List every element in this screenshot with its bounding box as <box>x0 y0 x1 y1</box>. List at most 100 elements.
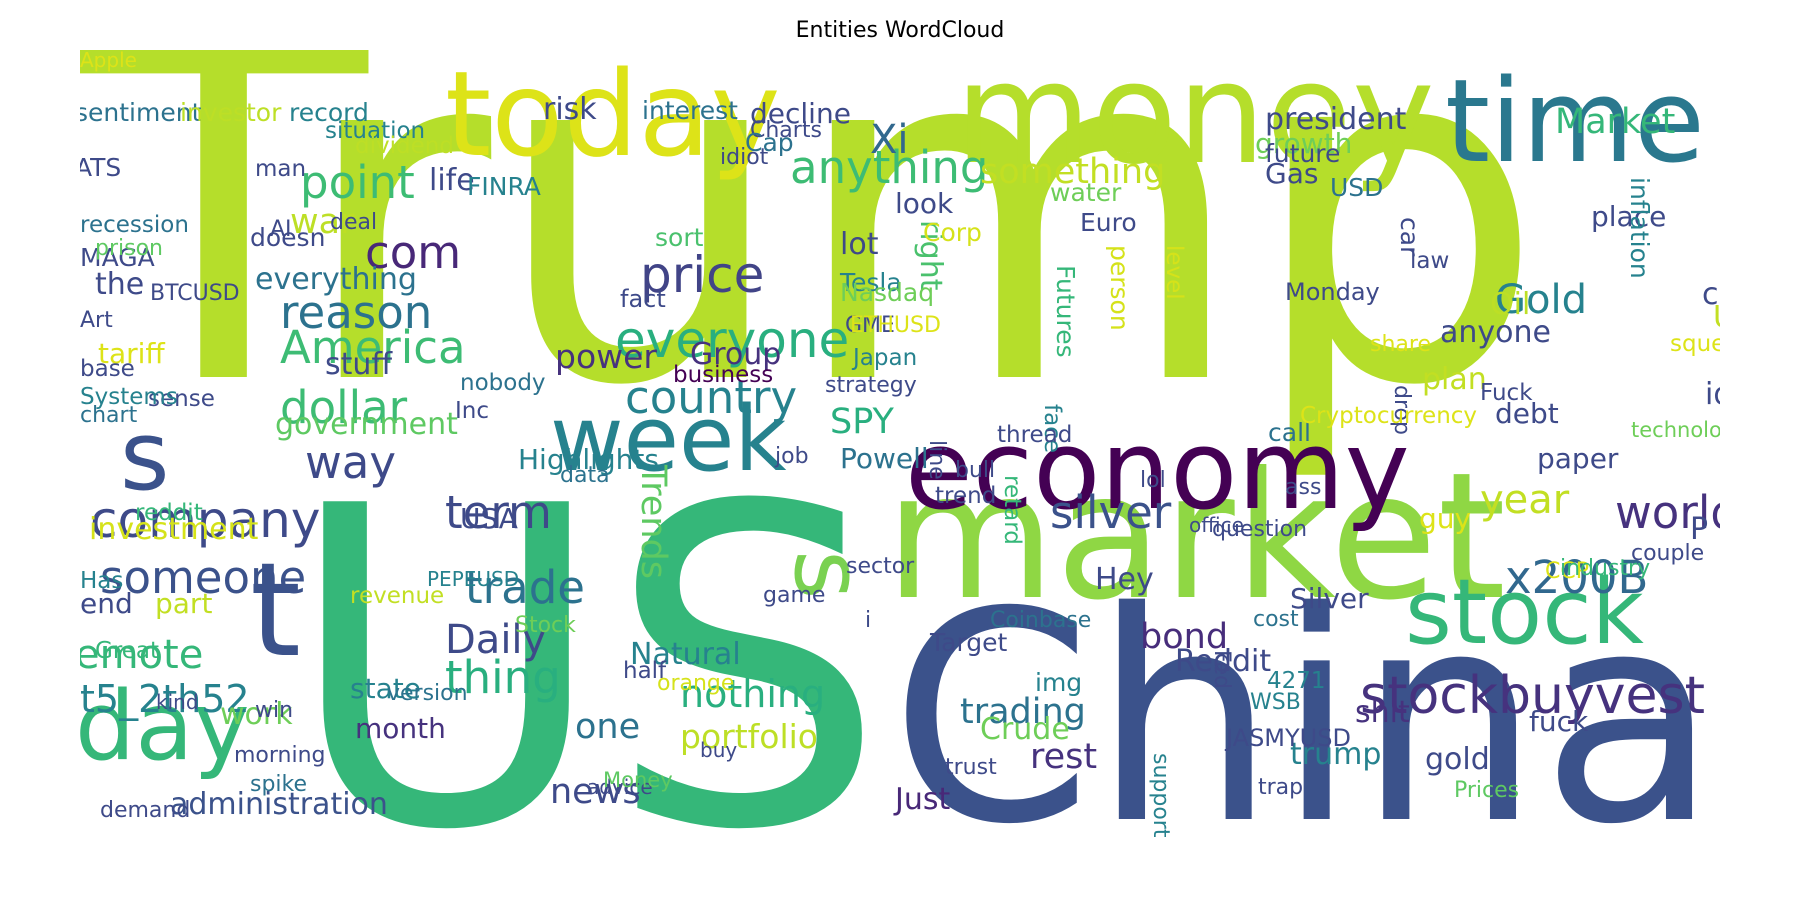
word-194: trust <box>945 755 997 780</box>
word-101: doesn <box>250 223 326 252</box>
word-95: Highlights <box>518 443 659 476</box>
word-113: idiot <box>720 145 769 170</box>
word-160: bull <box>955 458 996 483</box>
word-196: trap <box>1258 775 1304 800</box>
word-182: orange <box>657 671 735 696</box>
word-170: game <box>763 583 826 608</box>
word-45: life <box>429 163 475 198</box>
word-26: trade <box>465 561 585 614</box>
word-55: risk <box>543 92 597 127</box>
word-162: lol <box>1140 468 1166 493</box>
word-8: stock <box>1405 560 1644 665</box>
word-138: sense <box>148 386 215 412</box>
word-131: person <box>1105 245 1134 331</box>
word-96: Powell <box>840 442 929 475</box>
word-67: stuff <box>325 347 393 382</box>
word-158: line <box>924 440 949 480</box>
word-167: PEPEUSD <box>427 567 520 591</box>
word-192: advice <box>587 775 653 799</box>
word-112: Cap <box>745 128 794 157</box>
word-63: anyone <box>1440 315 1551 350</box>
word-32: emote <box>80 632 204 678</box>
word-111: Charts <box>750 118 822 143</box>
word-93: government <box>275 407 458 442</box>
word-52: SPY <box>830 402 894 442</box>
word-164: office <box>1189 513 1244 537</box>
word-105: interest <box>642 96 738 125</box>
word-89: guy <box>1419 502 1472 535</box>
word-100: call <box>1268 418 1311 447</box>
word-118: prison <box>95 236 163 261</box>
word-193: Money <box>603 768 673 792</box>
word-11: t <box>250 534 301 686</box>
word-176: i <box>865 608 872 633</box>
word-41: Gold <box>1495 277 1587 323</box>
word-135: Art <box>80 308 113 333</box>
word-157: ass <box>1285 475 1322 500</box>
word-66: everything <box>255 262 417 297</box>
word-137: nobody <box>460 370 546 396</box>
word-104: FINRA <box>467 172 541 201</box>
word-25: reason <box>280 286 433 339</box>
word-156: Cryptocurrency <box>1300 403 1478 429</box>
word-98: USD <box>1330 173 1384 202</box>
word-188: buy <box>700 738 738 762</box>
word-17: price <box>640 246 765 304</box>
word-187: win <box>255 698 294 723</box>
word-171: industry <box>1560 556 1651 581</box>
word-20: x200B <box>1505 551 1649 604</box>
word-64: lot <box>840 227 879 262</box>
word-40: year <box>1480 477 1570 523</box>
word-0: Trump <box>80 50 1546 488</box>
word-106: sentiment <box>80 98 202 127</box>
word-169: sector <box>846 554 915 579</box>
word-184: Fed <box>1209 650 1234 689</box>
word-cloud: Trump US China market money today time economy s… <box>80 50 1720 870</box>
word-123: Euro <box>1080 208 1137 237</box>
word-48: portfolio <box>680 717 818 756</box>
word-57: cash <box>1702 277 1720 312</box>
word-115: water <box>1050 178 1122 207</box>
word-117: recession <box>80 212 189 238</box>
word-7: economy <box>905 406 1410 534</box>
word-174: Stock <box>515 613 576 638</box>
word-127: fact <box>620 285 666 313</box>
word-30: term <box>445 486 552 539</box>
word-142: GME <box>845 313 895 338</box>
word-120: deal <box>330 210 378 235</box>
word-173: Great <box>95 638 160 664</box>
word-136: base <box>80 356 135 382</box>
word-189: JASMYUSD <box>1226 724 1351 752</box>
word-125: law <box>1410 248 1450 274</box>
word-178: cost <box>1253 607 1299 632</box>
word-166: Has <box>80 568 124 594</box>
word-116: inflation <box>1625 177 1654 279</box>
word-128: Tesla <box>840 268 902 297</box>
word-197: demand <box>100 798 191 823</box>
word-143: ETHUSD <box>850 313 941 338</box>
word-141: Inc <box>455 398 490 424</box>
word-9: week <box>550 387 787 492</box>
word-140: chart <box>80 403 138 428</box>
word-62: plan <box>1422 362 1487 397</box>
word-84: Gas <box>1265 157 1319 190</box>
word-134: squeeze <box>1670 331 1720 357</box>
word-56: president <box>1265 102 1407 137</box>
word-199: Apple <box>80 50 137 72</box>
word-165: CCP <box>1545 559 1589 584</box>
word-190: morning <box>234 743 326 768</box>
word-186: kind <box>156 690 199 714</box>
word-172: couple <box>1631 541 1705 566</box>
word-102: MAGA <box>80 243 155 272</box>
word-86: gold <box>1425 742 1490 777</box>
word-114: man <box>255 156 307 182</box>
word-87: fuck <box>1529 705 1589 738</box>
word-53: power <box>555 337 657 376</box>
word-153: data <box>560 463 610 488</box>
word-81: part <box>155 587 213 620</box>
word-94: decline <box>750 97 851 130</box>
word-155: reddit <box>135 500 203 526</box>
word-39: Market <box>1555 102 1676 142</box>
word-42: investment <box>89 512 259 547</box>
word-21: world <box>1615 486 1720 539</box>
